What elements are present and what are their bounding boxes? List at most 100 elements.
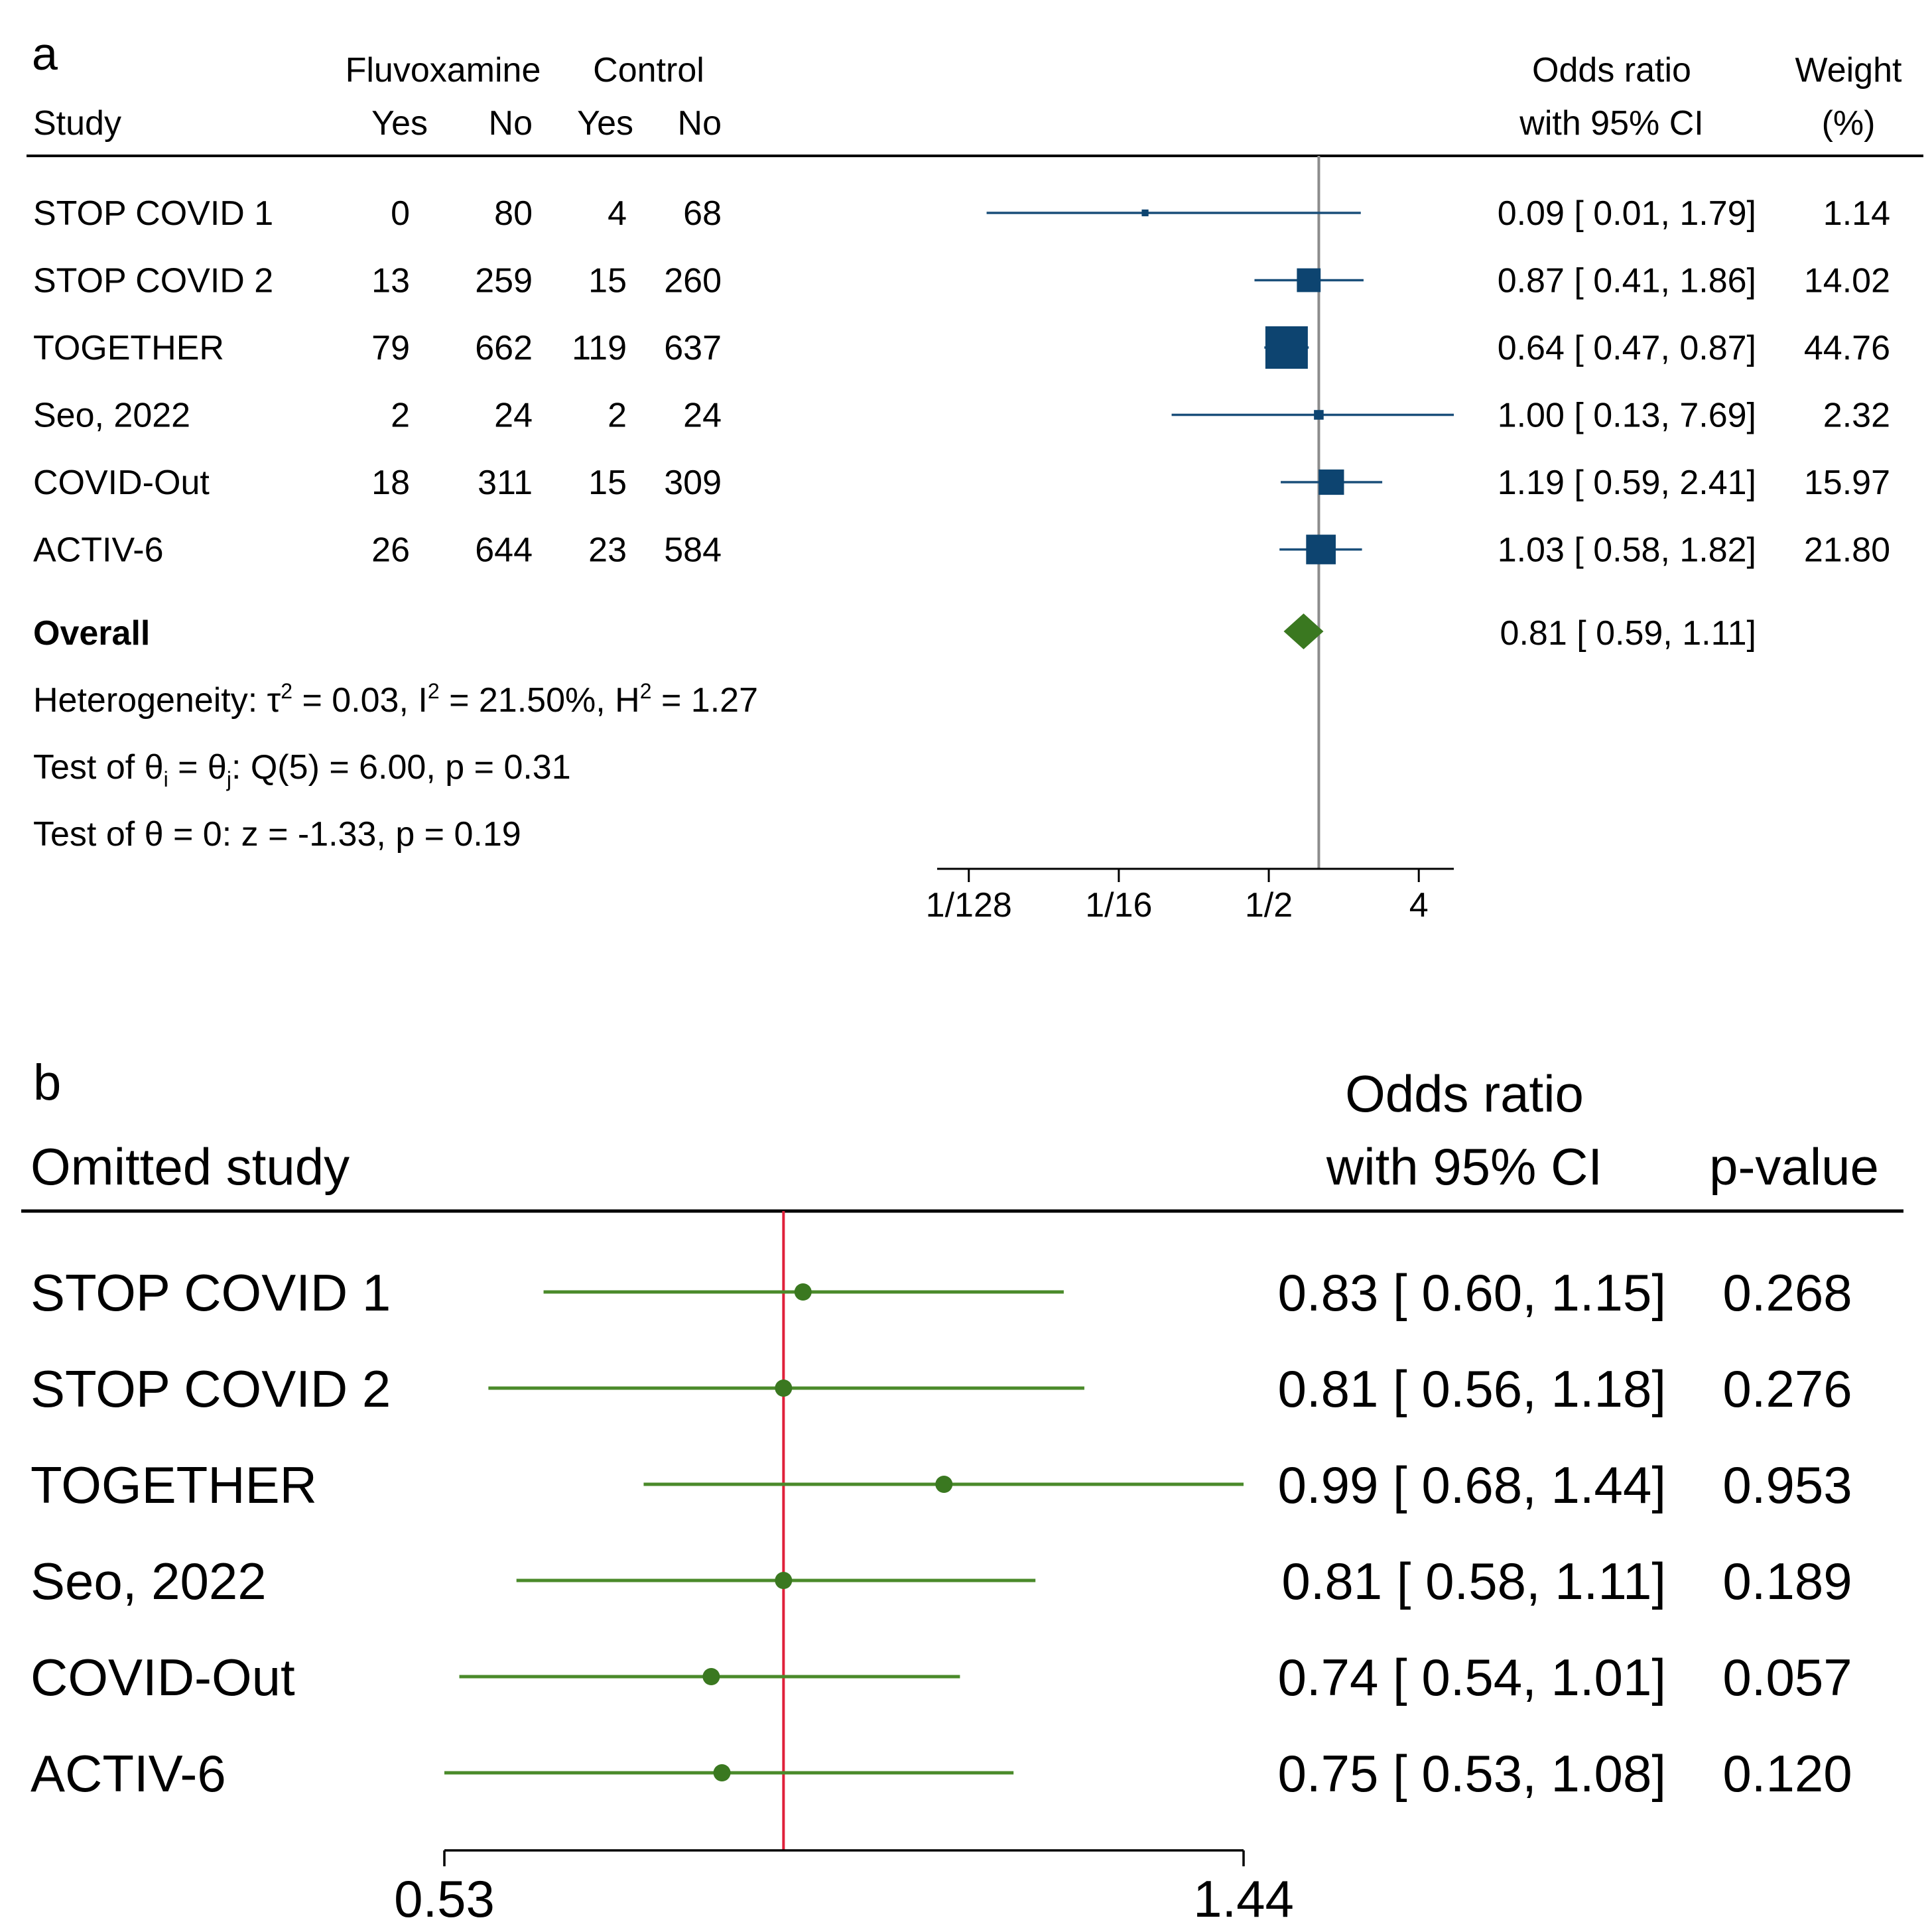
- point-estimate: [702, 1668, 720, 1685]
- overall-odds-ratio: 0.81 [ 0.59, 1.11]: [1500, 614, 1756, 653]
- study-weight-box: [1297, 268, 1321, 292]
- header-weight-unit: (%): [1822, 104, 1876, 143]
- study-weight: 21.80: [1804, 531, 1890, 570]
- study-weight: 15.97: [1804, 464, 1890, 502]
- stat-z: -1.33: [298, 815, 377, 854]
- study-name: COVID-Out: [33, 464, 210, 502]
- header-fluvoxamine-yes: Yes: [371, 104, 428, 143]
- study-name: STOP COVID 2: [33, 262, 273, 300]
- odds-ratio-ci: 0.81 [ 0.58, 1.11]: [1281, 1552, 1666, 1610]
- odds-ratio-ci: 0.99 [ 0.68, 1.44]: [1278, 1456, 1666, 1514]
- odds-ratio-ci: 0.75 [ 0.53, 1.08]: [1278, 1744, 1666, 1803]
- study-weight: 44.76: [1804, 329, 1890, 367]
- odds-ratio-ci: 0.87 [ 0.41, 1.86]: [1498, 262, 1756, 300]
- fluvoxamine-yes-count: 2: [391, 397, 410, 435]
- study-name: Seo, 2022: [33, 397, 190, 435]
- point-estimate: [775, 1572, 793, 1589]
- omitted-study-name: Seo, 2022: [31, 1552, 267, 1610]
- header-fluvoxamine: Fluvoxamine: [346, 51, 541, 90]
- study-weight-box: [1141, 209, 1149, 217]
- fluvoxamine-no-count: 311: [478, 464, 533, 502]
- header-study: Study: [33, 104, 121, 143]
- study-weight-box: [1314, 410, 1324, 420]
- study-name: ACTIV-6: [33, 531, 164, 570]
- stat-q-p: 0.31: [503, 748, 570, 787]
- header-omitted-study: Omitted study: [31, 1137, 350, 1196]
- p-value: 0.276: [1722, 1360, 1852, 1418]
- stat-q: 6.00: [359, 748, 426, 787]
- stat-tau2: 0.03: [332, 681, 399, 720]
- stat-z-p: 0.19: [454, 815, 521, 854]
- omitted-study-name: STOP COVID 1: [31, 1263, 391, 1322]
- study-weight-box: [1306, 535, 1336, 564]
- control-no-count: 637: [664, 329, 722, 367]
- p-value: 0.953: [1722, 1456, 1852, 1514]
- control-no-count: 309: [664, 464, 722, 502]
- header-control-no: No: [678, 104, 722, 143]
- point-estimate: [775, 1380, 793, 1397]
- fluvoxamine-no-count: 259: [475, 262, 533, 300]
- omitted-study-name: TOGETHER: [31, 1456, 317, 1514]
- omitted-study-name: STOP COVID 2: [31, 1360, 391, 1418]
- control-yes-count: 119: [572, 329, 627, 367]
- study-weight-box: [1319, 469, 1344, 495]
- control-yes-count: 15: [588, 262, 627, 300]
- control-no-count: 68: [683, 194, 722, 233]
- study-name: TOGETHER: [33, 329, 224, 367]
- p-value: 0.057: [1722, 1648, 1852, 1706]
- control-yes-count: 2: [608, 397, 627, 435]
- odds-ratio-ci: 1.03 [ 0.58, 1.82]: [1498, 531, 1756, 570]
- odds-ratio-ci: 0.81 [ 0.56, 1.18]: [1278, 1360, 1666, 1418]
- header-control-yes: Yes: [577, 104, 633, 143]
- x-tick-label: 1.44: [1193, 1870, 1294, 1926]
- x-tick-label: 1/16: [1085, 886, 1152, 925]
- header-p-value: p-value: [1709, 1137, 1879, 1196]
- header-odds-ratio-b: Odds ratio: [1345, 1064, 1584, 1123]
- odds-ratio-ci: 1.19 [ 0.59, 2.41]: [1498, 464, 1756, 502]
- odds-ratio-ci: 0.83 [ 0.60, 1.15]: [1278, 1263, 1666, 1322]
- p-value: 0.120: [1722, 1744, 1852, 1803]
- overall-diamond: [1283, 613, 1324, 649]
- fluvoxamine-no-count: 24: [494, 397, 533, 435]
- stat-i2: 21.50%: [479, 681, 596, 720]
- x-tick-label: 4: [1409, 886, 1429, 925]
- control-no-count: 260: [664, 262, 722, 300]
- stat-h2: 1.27: [691, 681, 758, 720]
- x-tick-label: 0.53: [394, 1870, 495, 1926]
- control-no-count: 584: [664, 531, 722, 570]
- x-tick-label: 1/2: [1245, 886, 1293, 925]
- fluvoxamine-yes-count: 26: [371, 531, 410, 570]
- header-weight: Weight: [1795, 51, 1902, 90]
- panel-b-label: b: [33, 1055, 61, 1111]
- control-no-count: 24: [683, 397, 722, 435]
- x-tick-label: 1/128: [926, 886, 1012, 925]
- point-estimate: [713, 1764, 731, 1781]
- fluvoxamine-yes-count: 0: [391, 194, 410, 233]
- odds-ratio-ci: 0.64 [ 0.47, 0.87]: [1498, 329, 1756, 367]
- heterogeneity-stats: Heterogeneity: τ2 = 0.03, I2 = 21.50%, H…: [33, 679, 758, 720]
- p-value: 0.268: [1722, 1263, 1852, 1322]
- fluvoxamine-no-count: 644: [475, 531, 533, 570]
- point-estimate: [794, 1283, 812, 1301]
- overall-label: Overall: [33, 614, 150, 653]
- header-with-ci: with 95% CI: [1519, 104, 1703, 143]
- study-table: STOP COVID 1 0 80 4 68 0.09 [ 0.01, 1.79] 1.14…: [33, 194, 1890, 570]
- study-name: STOP COVID 1: [33, 194, 273, 233]
- panel-a-label: a: [32, 28, 58, 80]
- overall-effect-test: Test of θ = 0: z = -1.33, p = 0.19: [33, 815, 521, 854]
- fluvoxamine-no-count: 662: [475, 329, 533, 367]
- header-fluvoxamine-no: No: [489, 104, 533, 143]
- header-odds-ratio: Odds ratio: [1532, 51, 1691, 90]
- study-weight-box: [1265, 326, 1308, 369]
- omitted-study-name: COVID-Out: [31, 1648, 295, 1706]
- control-yes-count: 4: [608, 194, 627, 233]
- fluvoxamine-yes-count: 79: [371, 329, 410, 367]
- fluvoxamine-no-count: 80: [494, 194, 533, 233]
- fluvoxamine-yes-count: 13: [371, 262, 410, 300]
- homogeneity-test: Test of θi = θj: Q(5) = 6.00, p = 0.31: [33, 748, 571, 791]
- panel-b: b Odds ratio with 95% CI Omitted study p…: [21, 1055, 1903, 1926]
- omitted-study-name: ACTIV-6: [31, 1744, 226, 1803]
- study-weight: 14.02: [1804, 262, 1890, 300]
- study-weight: 2.32: [1823, 397, 1890, 435]
